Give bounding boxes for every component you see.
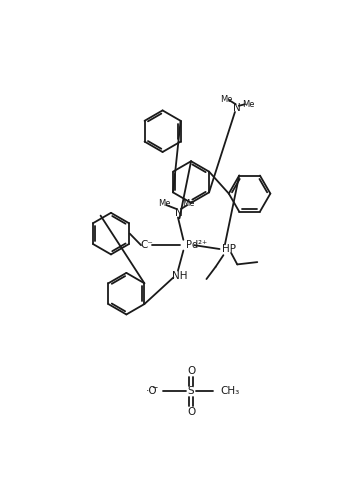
Text: S: S: [188, 386, 194, 396]
Text: Pd²⁺: Pd²⁺: [186, 240, 208, 250]
Text: CH₃: CH₃: [220, 386, 240, 396]
Text: HP: HP: [222, 244, 236, 254]
Text: N: N: [175, 208, 183, 218]
Text: −: −: [151, 383, 157, 392]
Text: Me: Me: [182, 199, 195, 208]
Text: O: O: [187, 366, 195, 376]
Text: N: N: [233, 103, 241, 113]
Text: ·O: ·O: [146, 386, 158, 396]
Text: Me: Me: [242, 100, 254, 109]
Text: NH: NH: [172, 271, 187, 281]
Text: C⁻: C⁻: [140, 240, 153, 250]
Text: Me: Me: [158, 199, 171, 208]
Text: O: O: [187, 407, 195, 417]
Text: Me: Me: [220, 95, 233, 104]
